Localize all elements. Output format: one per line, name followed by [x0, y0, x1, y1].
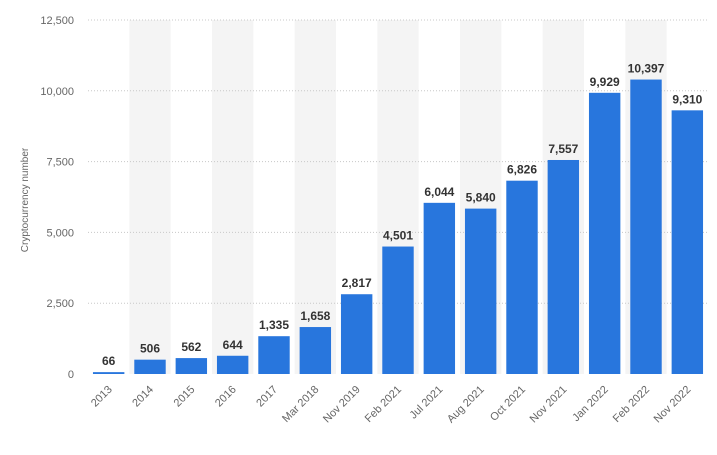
data-label: 506 [140, 342, 160, 356]
background-band [212, 20, 254, 374]
bar [671, 110, 704, 375]
bar [382, 246, 414, 374]
x-tick-label: Aug 2021 [445, 384, 487, 426]
data-label: 1,335 [259, 318, 289, 332]
bar [175, 358, 208, 374]
bar [506, 180, 538, 374]
data-label: 644 [223, 338, 243, 352]
bar [547, 159, 580, 374]
bar [340, 294, 373, 374]
bar [588, 92, 621, 374]
x-tick-label: 2017 [254, 384, 280, 410]
x-tick-label: Feb 2022 [611, 384, 652, 425]
data-label: 66 [102, 354, 116, 368]
data-label: 7,557 [548, 142, 578, 156]
y-tick-label: 7,500 [46, 157, 74, 169]
bar [464, 208, 497, 374]
x-tick-label: Jan 2022 [570, 384, 610, 424]
x-tick-label: Nov 2021 [528, 384, 570, 426]
data-label: 1,658 [300, 309, 330, 323]
y-tick-label: 10,000 [40, 86, 74, 98]
data-label: 4,501 [383, 229, 413, 243]
bar [299, 327, 332, 374]
y-tick-label: 0 [68, 369, 74, 381]
bar [92, 372, 125, 374]
y-axis-label: Cryptocurrency number [20, 147, 31, 252]
data-label: 5,840 [466, 191, 496, 205]
y-axis-ticks: 0 2,500 5,000 7,500 10,000 12,500 [40, 15, 74, 381]
bar [630, 79, 662, 375]
y-tick-label: 2,500 [46, 298, 74, 310]
data-label: 10,397 [628, 62, 665, 76]
data-label: 9,929 [590, 75, 620, 89]
data-label: 2,817 [342, 276, 372, 290]
x-tick-label: 2014 [130, 384, 156, 410]
bars [92, 79, 704, 375]
data-label: 6,044 [424, 185, 454, 199]
y-tick-label: 12,500 [40, 15, 74, 27]
data-label: 9,310 [672, 92, 702, 106]
x-tick-label: Oct 2021 [488, 384, 528, 424]
bar [258, 336, 290, 374]
x-tick-label: Mar 2018 [280, 384, 321, 425]
bar [134, 359, 166, 374]
x-tick-label: Nov 2022 [652, 384, 694, 426]
x-tick-label: Jul 2021 [408, 384, 446, 422]
background-band [129, 20, 171, 374]
data-labels: 66 506 562 644 1,335 1,658 2,817 4,501 6,044 5,84… [102, 62, 703, 369]
x-tick-label: 2013 [89, 384, 115, 410]
bar [216, 355, 249, 374]
x-tick-label: Nov 2019 [321, 384, 363, 426]
x-tick-label: Feb 2021 [363, 384, 404, 425]
y-tick-label: 5,000 [46, 227, 74, 239]
x-tick-label: 2016 [213, 384, 239, 410]
x-tick-label: 2015 [172, 384, 198, 410]
x-axis-ticks: 2013 2014 2015 2016 2017 Mar 2018 Nov 2019 Feb … [89, 384, 693, 426]
bar [423, 202, 456, 374]
data-label: 6,826 [507, 163, 537, 177]
data-label: 562 [181, 340, 201, 354]
background-band [294, 20, 336, 374]
